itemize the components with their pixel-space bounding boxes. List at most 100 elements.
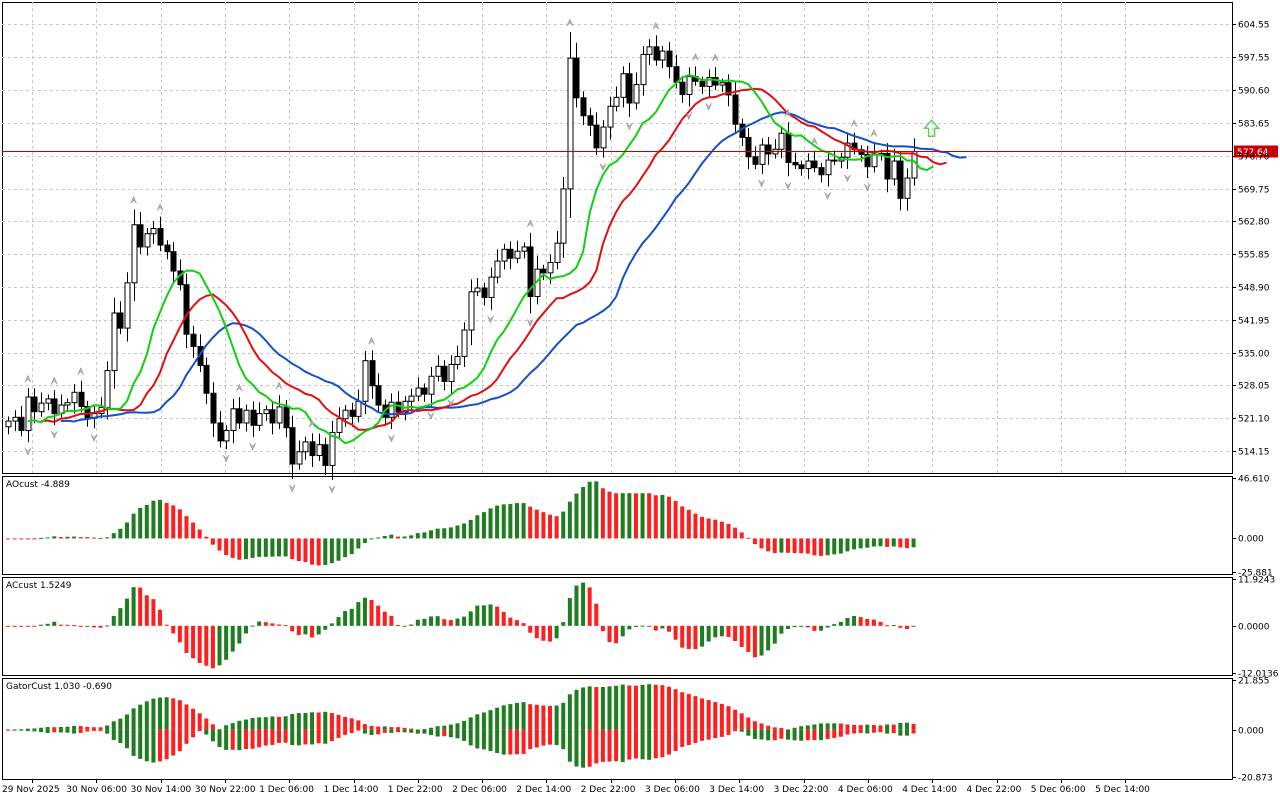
bull-candle xyxy=(408,395,415,402)
ac-bar xyxy=(52,621,57,626)
bull-candle xyxy=(844,142,851,158)
gator-lower-bar xyxy=(819,729,824,741)
ao-bar xyxy=(151,500,156,539)
gator-lower-bar xyxy=(138,729,143,759)
fractal-down-marker xyxy=(222,454,230,463)
gator-upper-bar xyxy=(911,723,916,730)
bull-candle xyxy=(759,144,766,165)
gator-upper-bar xyxy=(296,713,301,730)
ac-indicator-label: ACcust 1.5249 xyxy=(6,581,72,591)
ac-bar xyxy=(429,616,434,626)
gator-lower-bar xyxy=(455,729,460,739)
bull-candle xyxy=(124,282,131,329)
fractal-down-marker xyxy=(685,112,693,121)
gator-upper-bar xyxy=(191,708,196,730)
ac-bar xyxy=(600,625,605,632)
ao-bar xyxy=(521,503,526,539)
bull-candle xyxy=(111,312,118,372)
bear-candle xyxy=(78,391,85,407)
fractal-up-marker xyxy=(24,374,32,383)
ac-bar xyxy=(871,619,876,626)
gator-upper-bar xyxy=(819,723,824,730)
gator-lower-bar xyxy=(620,729,625,763)
gator-upper-bar xyxy=(111,721,116,730)
gator-upper-bar xyxy=(435,726,440,730)
gator-upper-bar xyxy=(118,718,123,730)
gator-lower-bar xyxy=(521,729,526,754)
ac-bar xyxy=(144,595,149,626)
gator-upper-bar xyxy=(594,687,599,730)
ao-bar xyxy=(435,528,440,539)
gator-upper-bar xyxy=(693,696,698,730)
current-price-label: 577.64 xyxy=(1237,148,1269,158)
price-tick-label: 514.15 xyxy=(1238,448,1270,458)
gator-upper-bar xyxy=(548,705,553,730)
ao-bar xyxy=(554,516,559,539)
bull-candle xyxy=(45,398,52,404)
ao-bar xyxy=(197,529,202,539)
bear-candle xyxy=(739,123,746,138)
bear-candle xyxy=(289,427,296,465)
ao-bar xyxy=(640,493,645,539)
ac-bar xyxy=(310,625,315,638)
ac-bar xyxy=(746,625,751,652)
ao-bar xyxy=(858,538,863,549)
price-tick-label: 548.90 xyxy=(1238,284,1270,294)
bull-candle xyxy=(607,105,614,128)
ao-bar xyxy=(32,538,37,540)
bull-candle xyxy=(633,84,640,104)
gator-lower-bar xyxy=(706,729,711,740)
ac-bar xyxy=(719,625,724,637)
ao-bar xyxy=(878,538,883,547)
bear-candle xyxy=(164,244,171,253)
ao-bar xyxy=(607,491,612,539)
gator-upper-bar xyxy=(726,706,731,730)
oscillator-histograms xyxy=(6,481,916,768)
ao-bar xyxy=(303,538,308,562)
ac-bar xyxy=(911,625,916,627)
ac-bar xyxy=(72,625,77,627)
ao-bar xyxy=(356,538,361,549)
ac-bar xyxy=(323,625,328,630)
ac-bar xyxy=(389,615,394,626)
ao-bar xyxy=(799,538,804,554)
ac-bar xyxy=(362,597,367,626)
gator-upper-bar xyxy=(210,724,215,730)
ao-bar xyxy=(39,537,44,539)
time-tick-label: 5 Dec 06:00 xyxy=(1031,785,1086,795)
gator-upper-bar xyxy=(647,684,652,730)
ao-bar xyxy=(58,537,63,539)
bull-candle xyxy=(448,363,455,382)
ac-bar xyxy=(739,625,744,647)
ao-bar xyxy=(785,538,790,553)
ao-bar xyxy=(177,509,182,539)
fractal-down-marker xyxy=(864,183,871,192)
gator-lower-bar xyxy=(296,729,301,746)
gator-lower-bar xyxy=(336,729,341,738)
ao-bar xyxy=(779,538,784,553)
alligator-lips-line xyxy=(27,74,934,445)
gator-upper-bar xyxy=(85,726,90,730)
ao-tick-label: -25.881 xyxy=(1238,569,1273,579)
bull-candle xyxy=(415,387,422,397)
gator-upper-bar xyxy=(224,725,229,730)
ao-tick-label: 0.000 xyxy=(1238,535,1264,545)
gator-lower-bar xyxy=(805,729,810,741)
gator-upper-bar xyxy=(277,716,282,730)
fractal-up-marker xyxy=(811,136,818,145)
bull-candle xyxy=(461,329,468,357)
gator-upper-bar xyxy=(752,721,757,730)
gator-upper-bar xyxy=(581,687,586,730)
ac-bar xyxy=(673,625,678,640)
gator-upper-bar xyxy=(475,714,480,730)
gator-lower-bar xyxy=(799,729,804,741)
ao-bar xyxy=(904,538,909,549)
bear-candle xyxy=(745,136,752,158)
bull-candle xyxy=(454,355,461,365)
ao-tick-label: 46.610 xyxy=(1238,475,1270,485)
gator-lower-bar xyxy=(257,729,262,748)
fractal-markers xyxy=(24,18,941,494)
gator-lower-bar xyxy=(475,729,480,749)
